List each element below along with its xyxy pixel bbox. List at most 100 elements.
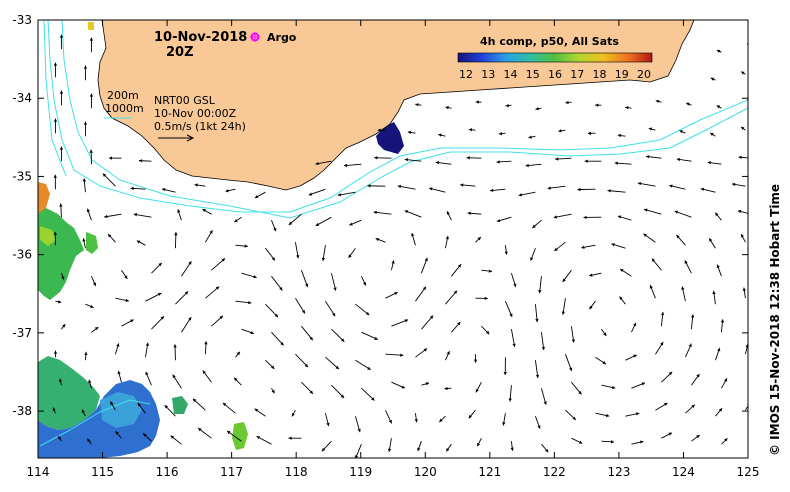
current-arrow-head	[477, 237, 481, 241]
colorbar-tick-label: 12	[459, 68, 473, 81]
current-arrow-head	[649, 285, 653, 289]
current-arrow-head	[375, 238, 380, 242]
current-arrow-head	[280, 342, 284, 346]
current-arrow-head	[145, 371, 149, 376]
current-arrow-head	[651, 258, 656, 263]
contour-west-shelf	[43, 20, 67, 177]
current-arrow-head	[110, 401, 114, 405]
map-date: 10-Nov-2018	[154, 30, 247, 45]
current-arrow-head	[236, 351, 240, 356]
current-arrow-head	[130, 319, 134, 323]
current-arrow-head	[270, 365, 275, 369]
current-arrow-head	[184, 291, 189, 295]
current-arrow-head	[429, 315, 434, 319]
current-arrow-head	[446, 211, 450, 215]
current-arrow-head	[53, 174, 57, 178]
current-arrow-head	[603, 332, 607, 336]
current-arrow-head	[415, 103, 419, 107]
current-arrow-head	[198, 428, 202, 432]
current-arrow-head	[394, 292, 398, 296]
current-arrow-head	[82, 178, 87, 182]
current-arrow-head	[429, 187, 433, 191]
current-arrow-head	[614, 161, 618, 165]
colorbar	[457, 52, 653, 63]
current-arrow-head	[717, 347, 721, 352]
current-arrow-head	[690, 314, 695, 318]
current-arrow-head	[611, 385, 616, 390]
current-arrow-head	[707, 161, 711, 165]
current-arrow-head	[225, 189, 229, 193]
current-arrow-head	[59, 90, 64, 94]
current-arrow-head	[288, 221, 293, 225]
current-arrow-head	[731, 182, 736, 187]
current-arrow-head	[337, 193, 342, 197]
current-arrow-head	[348, 254, 352, 258]
current-arrow-head	[315, 161, 319, 166]
current-arrow-head	[202, 209, 206, 213]
current-arrow-head	[365, 311, 370, 316]
current-arrow-head	[543, 401, 547, 405]
current-arrow-head	[143, 433, 147, 437]
current-arrow-head	[53, 231, 57, 235]
current-arrow-head	[496, 218, 501, 223]
x-tick-label: 124	[672, 465, 695, 479]
current-arrow-head	[256, 436, 261, 440]
current-arrow-head	[553, 215, 558, 219]
current-arrow-head	[643, 233, 647, 237]
current-arrow-head	[435, 161, 440, 165]
current-arrow-head	[589, 273, 593, 277]
current-arrow-head	[87, 438, 91, 443]
current-arrow-head	[468, 128, 473, 132]
colorbar-tick-label: 17	[570, 68, 584, 81]
current-arrow-head	[248, 300, 252, 305]
current-arrow-head	[138, 159, 143, 163]
current-arrow-head	[610, 440, 615, 444]
current-arrow-head	[82, 238, 86, 242]
current-arrow-head	[484, 296, 488, 301]
sst-patch-small-green	[172, 396, 188, 414]
current-arrow-head	[104, 214, 108, 219]
current-arrow-head	[572, 416, 576, 420]
current-arrow-head	[716, 105, 721, 109]
current-arrow-head	[315, 222, 320, 226]
scale-label: 0.5m/s (1kt 24h)	[154, 120, 246, 133]
credit-text: © IMOS 15-Nov-2018 12:38 Hobart Time	[768, 184, 782, 456]
current-arrow-head	[102, 173, 107, 177]
current-arrow-head	[53, 118, 58, 122]
current-arrow-head	[90, 304, 94, 309]
current-arrow-head	[194, 183, 198, 187]
current-arrow-head	[108, 234, 112, 238]
depth-contours	[39, 20, 748, 447]
current-arrow-head	[446, 351, 450, 355]
current-arrow-head	[172, 374, 176, 379]
current-arrow-head	[374, 156, 378, 160]
current-arrow-head	[53, 62, 58, 66]
current-arrow-head	[475, 100, 479, 104]
x-axis: 114 115 116 117 118 119 120 121 122 123 124 125	[27, 20, 759, 479]
current-arrow-head	[578, 390, 582, 395]
current-arrow-head	[460, 183, 464, 187]
current-arrow-head	[288, 436, 292, 440]
y-tick-label: -38	[12, 404, 32, 418]
x-tick-label: 120	[414, 465, 437, 479]
current-arrow-head	[681, 286, 685, 290]
current-arrow-head	[170, 435, 175, 439]
x-tick-label: 115	[91, 465, 114, 479]
current-arrow-head	[541, 346, 546, 351]
current-arrow-head	[718, 408, 723, 412]
current-arrow-head	[296, 255, 300, 259]
current-arrow-head	[741, 126, 745, 131]
current-arrow-head	[611, 243, 615, 247]
colorbar-title: 4h comp, p50, All Sats	[480, 35, 619, 48]
colorbar-tick-label: 15	[526, 68, 540, 81]
current-arrow-head	[89, 37, 94, 41]
current-arrow-head	[414, 419, 418, 423]
current-arrow-head	[737, 209, 742, 214]
current-arrow-head	[696, 374, 700, 378]
x-tick-label: 117	[220, 465, 243, 479]
current-arrow-head	[475, 388, 479, 393]
current-arrow-head	[510, 447, 514, 451]
current-arrow-head	[577, 187, 581, 192]
current-arrow-head	[503, 371, 507, 376]
current-arrow-head	[291, 412, 295, 417]
